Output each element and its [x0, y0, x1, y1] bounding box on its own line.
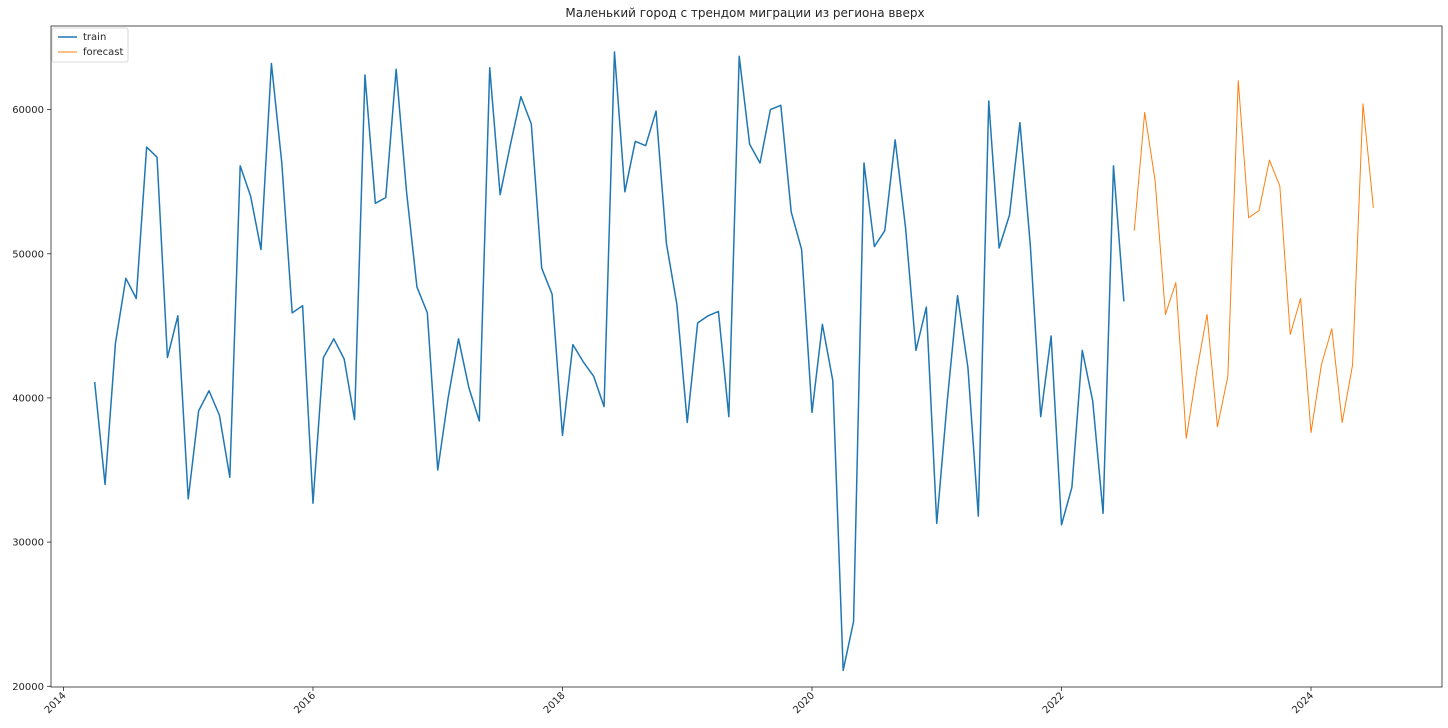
y-tick-label: 60000: [12, 105, 44, 116]
chart-title: Маленький город с трендом миграции из ре…: [565, 6, 924, 20]
y-tick-label: 40000: [12, 393, 44, 404]
y-tick-label: 20000: [12, 682, 44, 693]
y-tick-label: 50000: [12, 249, 44, 260]
legend: train forecast: [51, 27, 129, 63]
series-layer: [93, 51, 1374, 672]
y-axis: 20000 30000 40000 50000 60000: [12, 105, 51, 693]
legend-label-train: train: [83, 32, 106, 43]
series-line-train: [93, 51, 1125, 672]
legend-label-forecast: forecast: [83, 47, 124, 58]
y-tick-label: 30000: [12, 538, 44, 549]
series-line-forecast: [1133, 80, 1374, 439]
plot-area-frame: [50, 25, 1443, 688]
